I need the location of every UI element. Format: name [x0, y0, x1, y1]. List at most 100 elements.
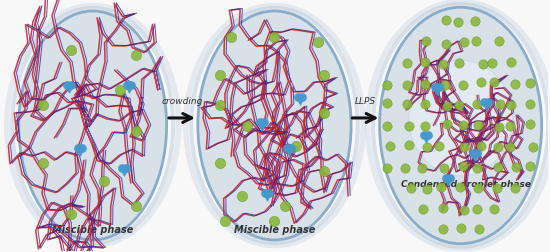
Point	[455, 61, 464, 66]
Point	[419, 207, 427, 211]
Text: Miscible phase: Miscible phase	[234, 224, 315, 234]
Point	[441, 83, 449, 87]
Point	[285, 149, 294, 153]
Point	[405, 125, 414, 129]
Point	[441, 43, 450, 47]
Point	[507, 60, 516, 65]
Point	[529, 145, 537, 149]
Point	[67, 83, 75, 87]
Point	[493, 186, 502, 190]
Point	[298, 96, 306, 100]
Point	[215, 162, 224, 166]
Point	[404, 144, 413, 148]
Point	[63, 83, 72, 87]
Point	[495, 40, 504, 44]
Point	[526, 103, 535, 107]
Point	[438, 228, 447, 232]
Point	[460, 208, 469, 212]
Point	[39, 104, 48, 108]
Point	[478, 63, 487, 67]
Ellipse shape	[198, 12, 351, 240]
Ellipse shape	[409, 61, 513, 176]
Point	[454, 21, 463, 25]
Point	[421, 83, 430, 87]
Point	[459, 164, 468, 168]
Point	[403, 102, 411, 106]
Point	[283, 146, 292, 150]
Point	[65, 86, 74, 90]
Point	[386, 144, 394, 148]
Point	[511, 186, 520, 190]
Point	[287, 146, 295, 150]
Point	[270, 219, 279, 223]
Point	[443, 123, 452, 127]
Point	[132, 129, 141, 133]
Point	[472, 207, 481, 211]
Point	[263, 194, 272, 198]
Point	[434, 86, 443, 90]
Point	[495, 125, 504, 129]
Point	[431, 86, 439, 90]
Text: LLPS: LLPS	[355, 97, 376, 105]
Point	[270, 36, 279, 40]
Text: Miscible phase: Miscible phase	[52, 224, 133, 234]
Point	[473, 123, 482, 128]
Point	[257, 124, 266, 128]
Point	[382, 167, 391, 171]
Point	[437, 185, 446, 190]
Point	[237, 194, 246, 198]
Point	[421, 40, 430, 44]
Point	[383, 84, 392, 88]
Point	[117, 166, 126, 170]
Point	[471, 154, 480, 158]
Point	[496, 103, 504, 107]
Point	[125, 86, 134, 90]
Point	[119, 169, 128, 173]
Point	[490, 81, 499, 85]
Point	[443, 104, 452, 108]
Point	[99, 179, 108, 183]
Ellipse shape	[19, 12, 167, 240]
Point	[403, 83, 411, 87]
Point	[422, 137, 431, 141]
Ellipse shape	[379, 8, 542, 244]
Point	[402, 61, 411, 66]
Point	[74, 146, 82, 150]
Point	[469, 151, 477, 155]
Point	[507, 104, 515, 108]
Point	[460, 146, 469, 150]
Point	[505, 124, 514, 128]
Point	[406, 186, 415, 191]
Point	[472, 40, 481, 44]
Point	[243, 124, 251, 128]
Point	[421, 124, 430, 128]
Point	[383, 102, 392, 106]
Point	[438, 207, 447, 211]
Point	[417, 166, 426, 170]
Point	[476, 81, 485, 85]
Point	[420, 103, 429, 107]
Point	[78, 146, 86, 150]
Point	[483, 101, 492, 105]
Point	[470, 20, 479, 24]
Text: crowding: crowding	[161, 97, 202, 105]
Point	[420, 61, 429, 65]
Point	[493, 165, 502, 169]
Point	[132, 204, 141, 208]
Point	[472, 151, 481, 155]
Point	[226, 36, 235, 40]
Point	[294, 96, 302, 100]
Point	[511, 82, 520, 86]
Point	[76, 149, 85, 153]
Point	[439, 166, 448, 170]
Point	[460, 41, 469, 45]
Point	[506, 145, 515, 149]
Point	[490, 207, 499, 211]
Point	[116, 89, 124, 93]
Point	[480, 101, 488, 105]
Point	[472, 166, 481, 170]
Point	[255, 121, 264, 125]
Point	[67, 212, 75, 216]
Point	[296, 99, 305, 103]
Point	[123, 83, 131, 87]
